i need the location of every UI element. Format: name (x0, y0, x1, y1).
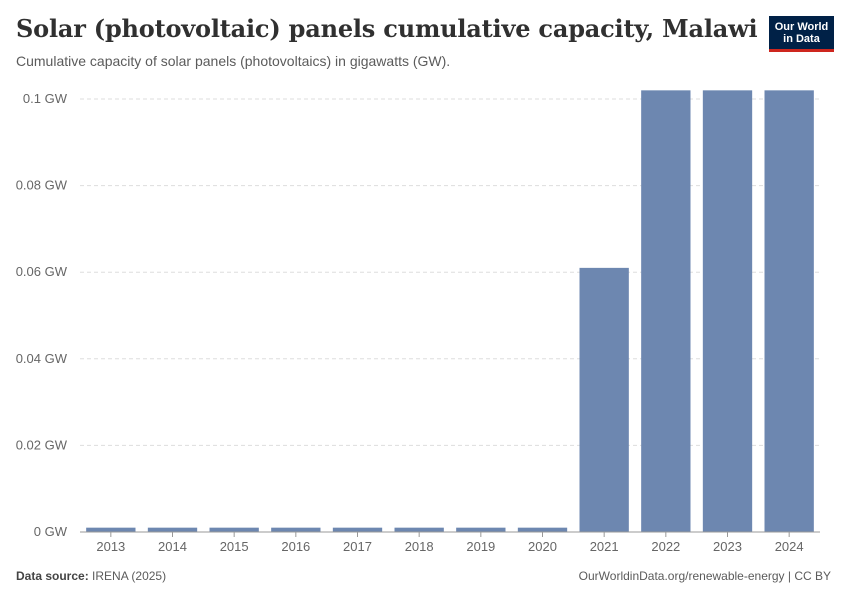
bars (86, 90, 814, 532)
y-axis-ticks: 0 GW 0.02 GW 0.04 GW 0.06 GW 0.08 GW 0.1 GW (16, 91, 68, 539)
bar-2017[interactable] (332, 527, 383, 532)
logo-line-2: in Data (783, 33, 820, 45)
x-tick-label: 2016 (281, 539, 310, 554)
bar-2024[interactable] (764, 90, 814, 532)
x-tick-label: 2022 (651, 539, 680, 554)
gridlines (80, 98, 820, 446)
y-tick-label: 0.08 GW (16, 178, 68, 193)
bar-2018[interactable] (394, 527, 444, 532)
y-tick-label: 0.04 GW (16, 351, 68, 366)
logo-line-1: Our World (774, 21, 829, 33)
x-tick-label: 2021 (590, 539, 619, 554)
data-source-value[interactable]: IRENA (2025) (92, 569, 167, 583)
credit-link[interactable]: OurWorldinData.org/renewable-energy | CC… (578, 569, 831, 583)
x-tick-label: 2015 (220, 539, 249, 554)
y-tick-label: 0.02 GW (16, 437, 68, 452)
bar-2019[interactable] (456, 527, 506, 532)
bar-2016[interactable] (271, 527, 321, 532)
x-tick-label: 2019 (466, 539, 495, 554)
data-source: Data source: IRENA (2025) (16, 569, 166, 583)
x-tick-label: 2018 (405, 539, 434, 554)
x-tick-label: 2024 (775, 539, 804, 554)
bar-2023[interactable] (702, 90, 753, 532)
chart-title: Solar (photovoltaic) panels cumulative c… (16, 14, 758, 43)
x-tick-label: 2017 (343, 539, 372, 554)
owid-logo[interactable]: Our World in Data (769, 16, 834, 52)
y-tick-label: 0.06 GW (16, 264, 68, 279)
x-tick-label: 2020 (528, 539, 557, 554)
bar-2022[interactable] (641, 90, 691, 532)
bar-2021[interactable] (579, 267, 629, 532)
x-tick-label: 2014 (158, 539, 187, 554)
chart-subtitle: Cumulative capacity of solar panels (pho… (16, 53, 451, 69)
bar-2015[interactable] (209, 527, 259, 532)
x-tick-label: 2013 (96, 539, 125, 554)
x-tick-label: 2023 (713, 539, 742, 554)
y-tick-label: 0.1 GW (23, 91, 68, 106)
x-axis-ticks: 2013 2014 2015 2016 2017 2018 2019 2020 2021 2022… (96, 532, 804, 554)
data-source-label: Data source: (16, 569, 89, 583)
bar-2013[interactable] (86, 527, 136, 532)
y-tick-label: 0 GW (34, 524, 68, 539)
bar-2014[interactable] (147, 527, 198, 532)
bar-2020[interactable] (517, 527, 568, 532)
